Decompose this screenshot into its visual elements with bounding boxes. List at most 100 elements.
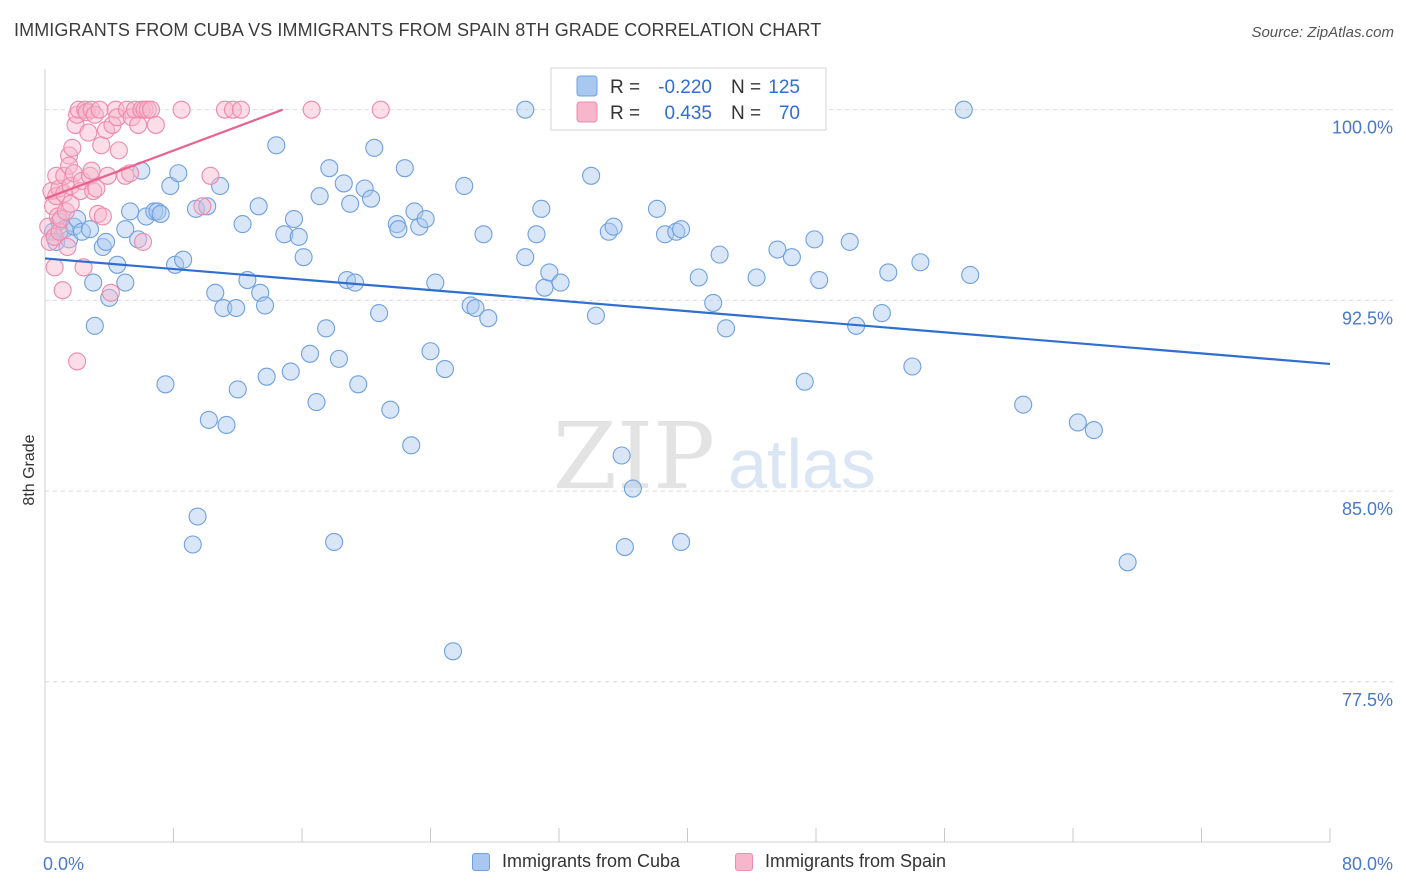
point-spain [45, 227, 64, 246]
point-cuba [879, 263, 898, 282]
point-cuba [704, 293, 723, 312]
point-cuba [395, 159, 414, 178]
series-cuba-points [43, 100, 1137, 661]
legend-cuba-n-value: 125 [768, 77, 800, 98]
point-cuba [349, 375, 368, 394]
point-cuba [284, 209, 304, 229]
point-cuba [257, 367, 276, 386]
y-tick-labels: 77.5% 85.0% 92.5% 100.0% [1332, 118, 1393, 710]
point-cuba [256, 296, 275, 315]
point-cuba [782, 248, 801, 267]
legend-swatch-spain [576, 101, 598, 123]
y-tick-label: 100.0% [1332, 118, 1393, 138]
bottom-legend-swatch-cuba [472, 852, 490, 871]
point-cuba [116, 220, 135, 239]
point-cuba [362, 189, 381, 208]
point-cuba [174, 250, 193, 269]
point-cuba [461, 296, 480, 315]
trend-line-spain [44, 108, 284, 200]
point-cuba [516, 248, 535, 267]
point-spain [85, 105, 104, 124]
x-tick-label-min: 0.0% [43, 854, 84, 874]
y-tick-label: 85.0% [1342, 499, 1393, 519]
point-spain [302, 100, 321, 119]
point-cuba [716, 319, 736, 338]
point-cuba [421, 342, 440, 361]
point-cuba [604, 217, 623, 236]
point-spain [68, 352, 87, 371]
point-cuba [954, 100, 973, 119]
point-cuba [228, 380, 247, 399]
point-cuba [389, 220, 408, 239]
point-cuba [840, 232, 859, 251]
y-axis-label: 8th Grade [21, 434, 38, 505]
point-cuba [289, 227, 308, 246]
bottom-legend-label-cuba: Immigrants from Cuba [502, 851, 681, 871]
point-cuba [227, 298, 246, 318]
point-cuba [381, 400, 400, 419]
point-cuba [116, 273, 135, 292]
point-spain [201, 166, 220, 185]
point-spain [92, 136, 111, 155]
point-spain [93, 207, 112, 226]
point-cuba [532, 199, 551, 218]
point-cuba [198, 197, 217, 216]
point-cuba [249, 197, 268, 216]
point-cuba [443, 642, 463, 661]
point-spain [79, 123, 98, 142]
point-cuba [161, 176, 180, 196]
point-spain [125, 100, 144, 119]
point-cuba [93, 237, 112, 257]
bottom-legend-label-spain: Immigrants from Spain [765, 851, 947, 871]
point-cuba [1068, 413, 1087, 432]
point-cuba [317, 319, 336, 338]
point-cuba [84, 273, 103, 292]
legend-spain-r-value: 0.435 [664, 103, 712, 124]
point-cuba [281, 362, 300, 381]
point-spain [90, 100, 109, 119]
point-spain [63, 138, 82, 157]
legend-cuba-n-label: N = [731, 77, 761, 98]
y-tick-label: 77.5% [1342, 690, 1393, 710]
point-cuba [310, 187, 329, 206]
point-cuba [582, 166, 601, 185]
point-spain [108, 108, 127, 127]
point-cuba [795, 372, 814, 391]
point-spain [172, 100, 191, 119]
point-cuba [435, 359, 455, 379]
legend-cuba-r-value: -0.220 [658, 77, 712, 98]
point-cuba [267, 136, 286, 155]
point-cuba [710, 245, 729, 264]
point-spain [133, 232, 153, 251]
point-spain [129, 115, 148, 134]
point-cuba [129, 230, 148, 249]
bottom-legend-swatch-spain [735, 852, 753, 871]
point-spain [116, 166, 135, 185]
point-cuba [647, 199, 667, 218]
point-cuba [334, 174, 353, 193]
point-cuba [516, 100, 535, 119]
point-cuba [805, 230, 824, 249]
point-cuba [540, 263, 559, 282]
point-cuba [121, 202, 140, 221]
point-spain [45, 258, 64, 277]
point-cuba [206, 283, 225, 302]
point-cuba [370, 304, 389, 323]
point-spain [88, 204, 108, 223]
point-cuba [80, 220, 100, 239]
bottom-legend-cuba: Immigrants from Cuba [472, 851, 680, 872]
point-spain [58, 237, 77, 257]
point-spain [84, 182, 103, 201]
point-cuba [402, 436, 421, 455]
point-spain [193, 197, 212, 216]
point-cuba [689, 268, 708, 287]
point-cuba [169, 164, 188, 183]
point-spain [141, 100, 161, 119]
point-cuba [747, 268, 766, 287]
point-spain [61, 194, 80, 213]
point-spain [109, 141, 128, 160]
point-cuba [307, 393, 326, 412]
point-cuba [233, 215, 252, 234]
x-tick-labels: 0.0% 80.0% [43, 854, 1393, 874]
bottom-legend-spain: Immigrants from Spain [735, 851, 946, 872]
